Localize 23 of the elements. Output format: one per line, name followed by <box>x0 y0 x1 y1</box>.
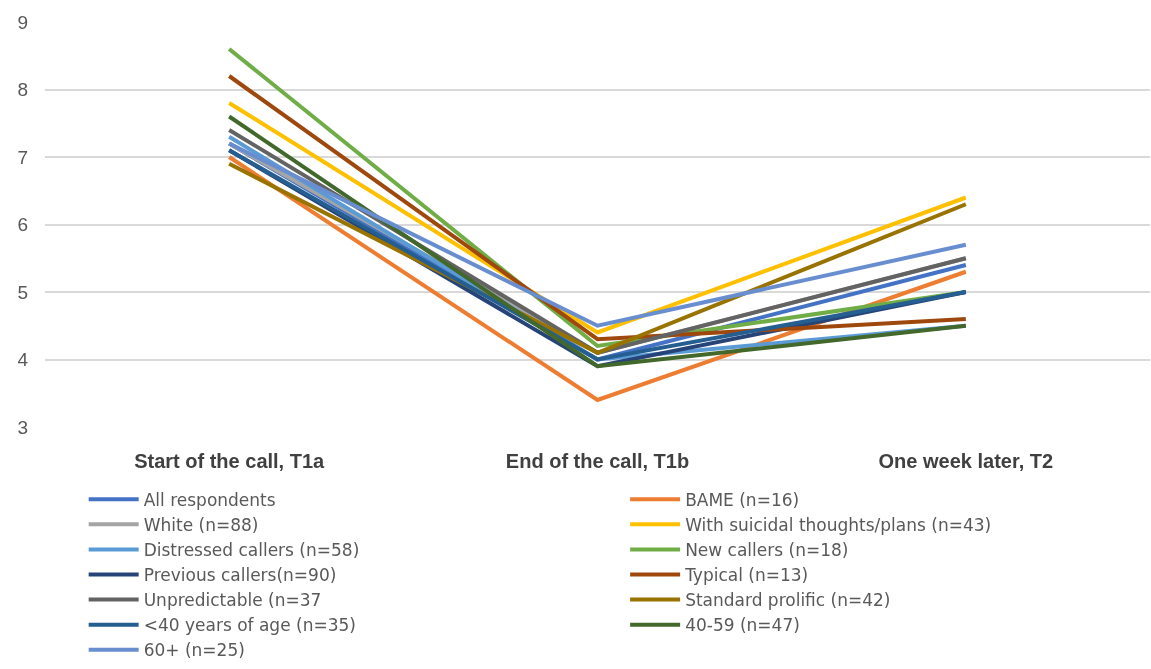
x-tick-label: Start of the call, T1a <box>134 450 326 472</box>
legend-label: With suicidal thoughts/plans (n=43) <box>685 514 992 535</box>
legend-label: New callers (n=18) <box>685 540 849 561</box>
y-tick-label: 3 <box>17 416 28 438</box>
legend-label: White (n=88) <box>143 514 259 535</box>
y-tick-label: 6 <box>17 214 28 236</box>
legend-label: Typical (n=13) <box>684 565 809 586</box>
y-tick-label: 8 <box>17 79 28 101</box>
legend-label: All respondents <box>143 489 276 510</box>
legend-label: BAME (n=16) <box>685 489 800 510</box>
legend-label: Previous callers(n=90) <box>143 565 337 586</box>
y-tick-label: 5 <box>17 281 28 303</box>
legend-label: Unpredictable (n=37 <box>143 590 322 611</box>
legend-label: <40 years of age (n=35) <box>143 615 356 636</box>
legend-label: 60+ (n=25) <box>143 640 245 661</box>
x-tick-label: One week later, T2 <box>878 450 1054 472</box>
y-tick-label: 7 <box>17 146 28 168</box>
legend-label: Standard prolific (n=42) <box>685 590 891 611</box>
y-tick-label: 4 <box>17 349 29 371</box>
x-tick-label: End of the call, T1b <box>505 450 690 472</box>
y-tick-label: 9 <box>17 11 28 33</box>
legend-label: 40-59 (n=47) <box>685 615 800 636</box>
legend-label: Distressed callers (n=58) <box>143 540 360 561</box>
